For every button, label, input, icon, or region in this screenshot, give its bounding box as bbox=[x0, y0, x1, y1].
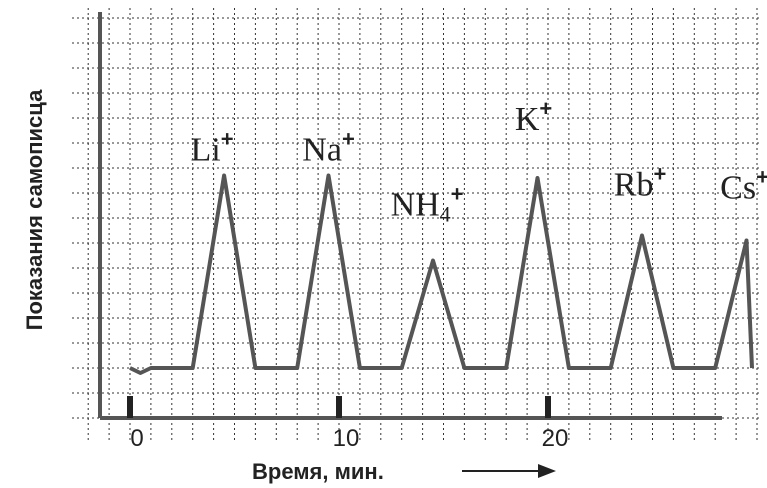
peak-label-text: Li+ bbox=[191, 127, 234, 169]
x-axis-title: Время, мин. bbox=[252, 459, 384, 484]
series-line bbox=[129, 173, 754, 375]
grid bbox=[72, 8, 760, 440]
x-ticks: 0 10 20 bbox=[127, 396, 568, 452]
peak-label-na: Na+ bbox=[302, 127, 355, 169]
peak-label-cs: Cs+ bbox=[720, 165, 767, 207]
x-tick-mark-10 bbox=[336, 396, 342, 418]
peak-label-nh4: NH4+ bbox=[391, 182, 464, 227]
peak-label-rb: Rb+ bbox=[614, 162, 667, 204]
peak-label-text: Rb+ bbox=[614, 162, 667, 204]
x-tick-mark-0 bbox=[127, 396, 133, 418]
peak-label-text: Cs+ bbox=[720, 165, 767, 207]
peak-label-k: K+ bbox=[515, 96, 552, 138]
x-tick-label-0: 0 bbox=[130, 425, 143, 452]
peak-label-text: NH4+ bbox=[391, 182, 464, 227]
x-axis-arrow bbox=[462, 464, 556, 478]
peak-labels: Li+ Na+ NH4+ K+ Rb+ Cs+ bbox=[191, 96, 767, 227]
peak-label-li: Li+ bbox=[191, 127, 234, 169]
x-tick-label-10: 10 bbox=[333, 425, 360, 452]
y-axis-title: Показания самописца bbox=[22, 89, 47, 330]
peak-label-text: K+ bbox=[515, 96, 552, 138]
x-tick-label-20: 20 bbox=[542, 425, 569, 452]
peak-label-text: Na+ bbox=[302, 127, 355, 169]
x-tick-mark-20 bbox=[545, 396, 551, 418]
